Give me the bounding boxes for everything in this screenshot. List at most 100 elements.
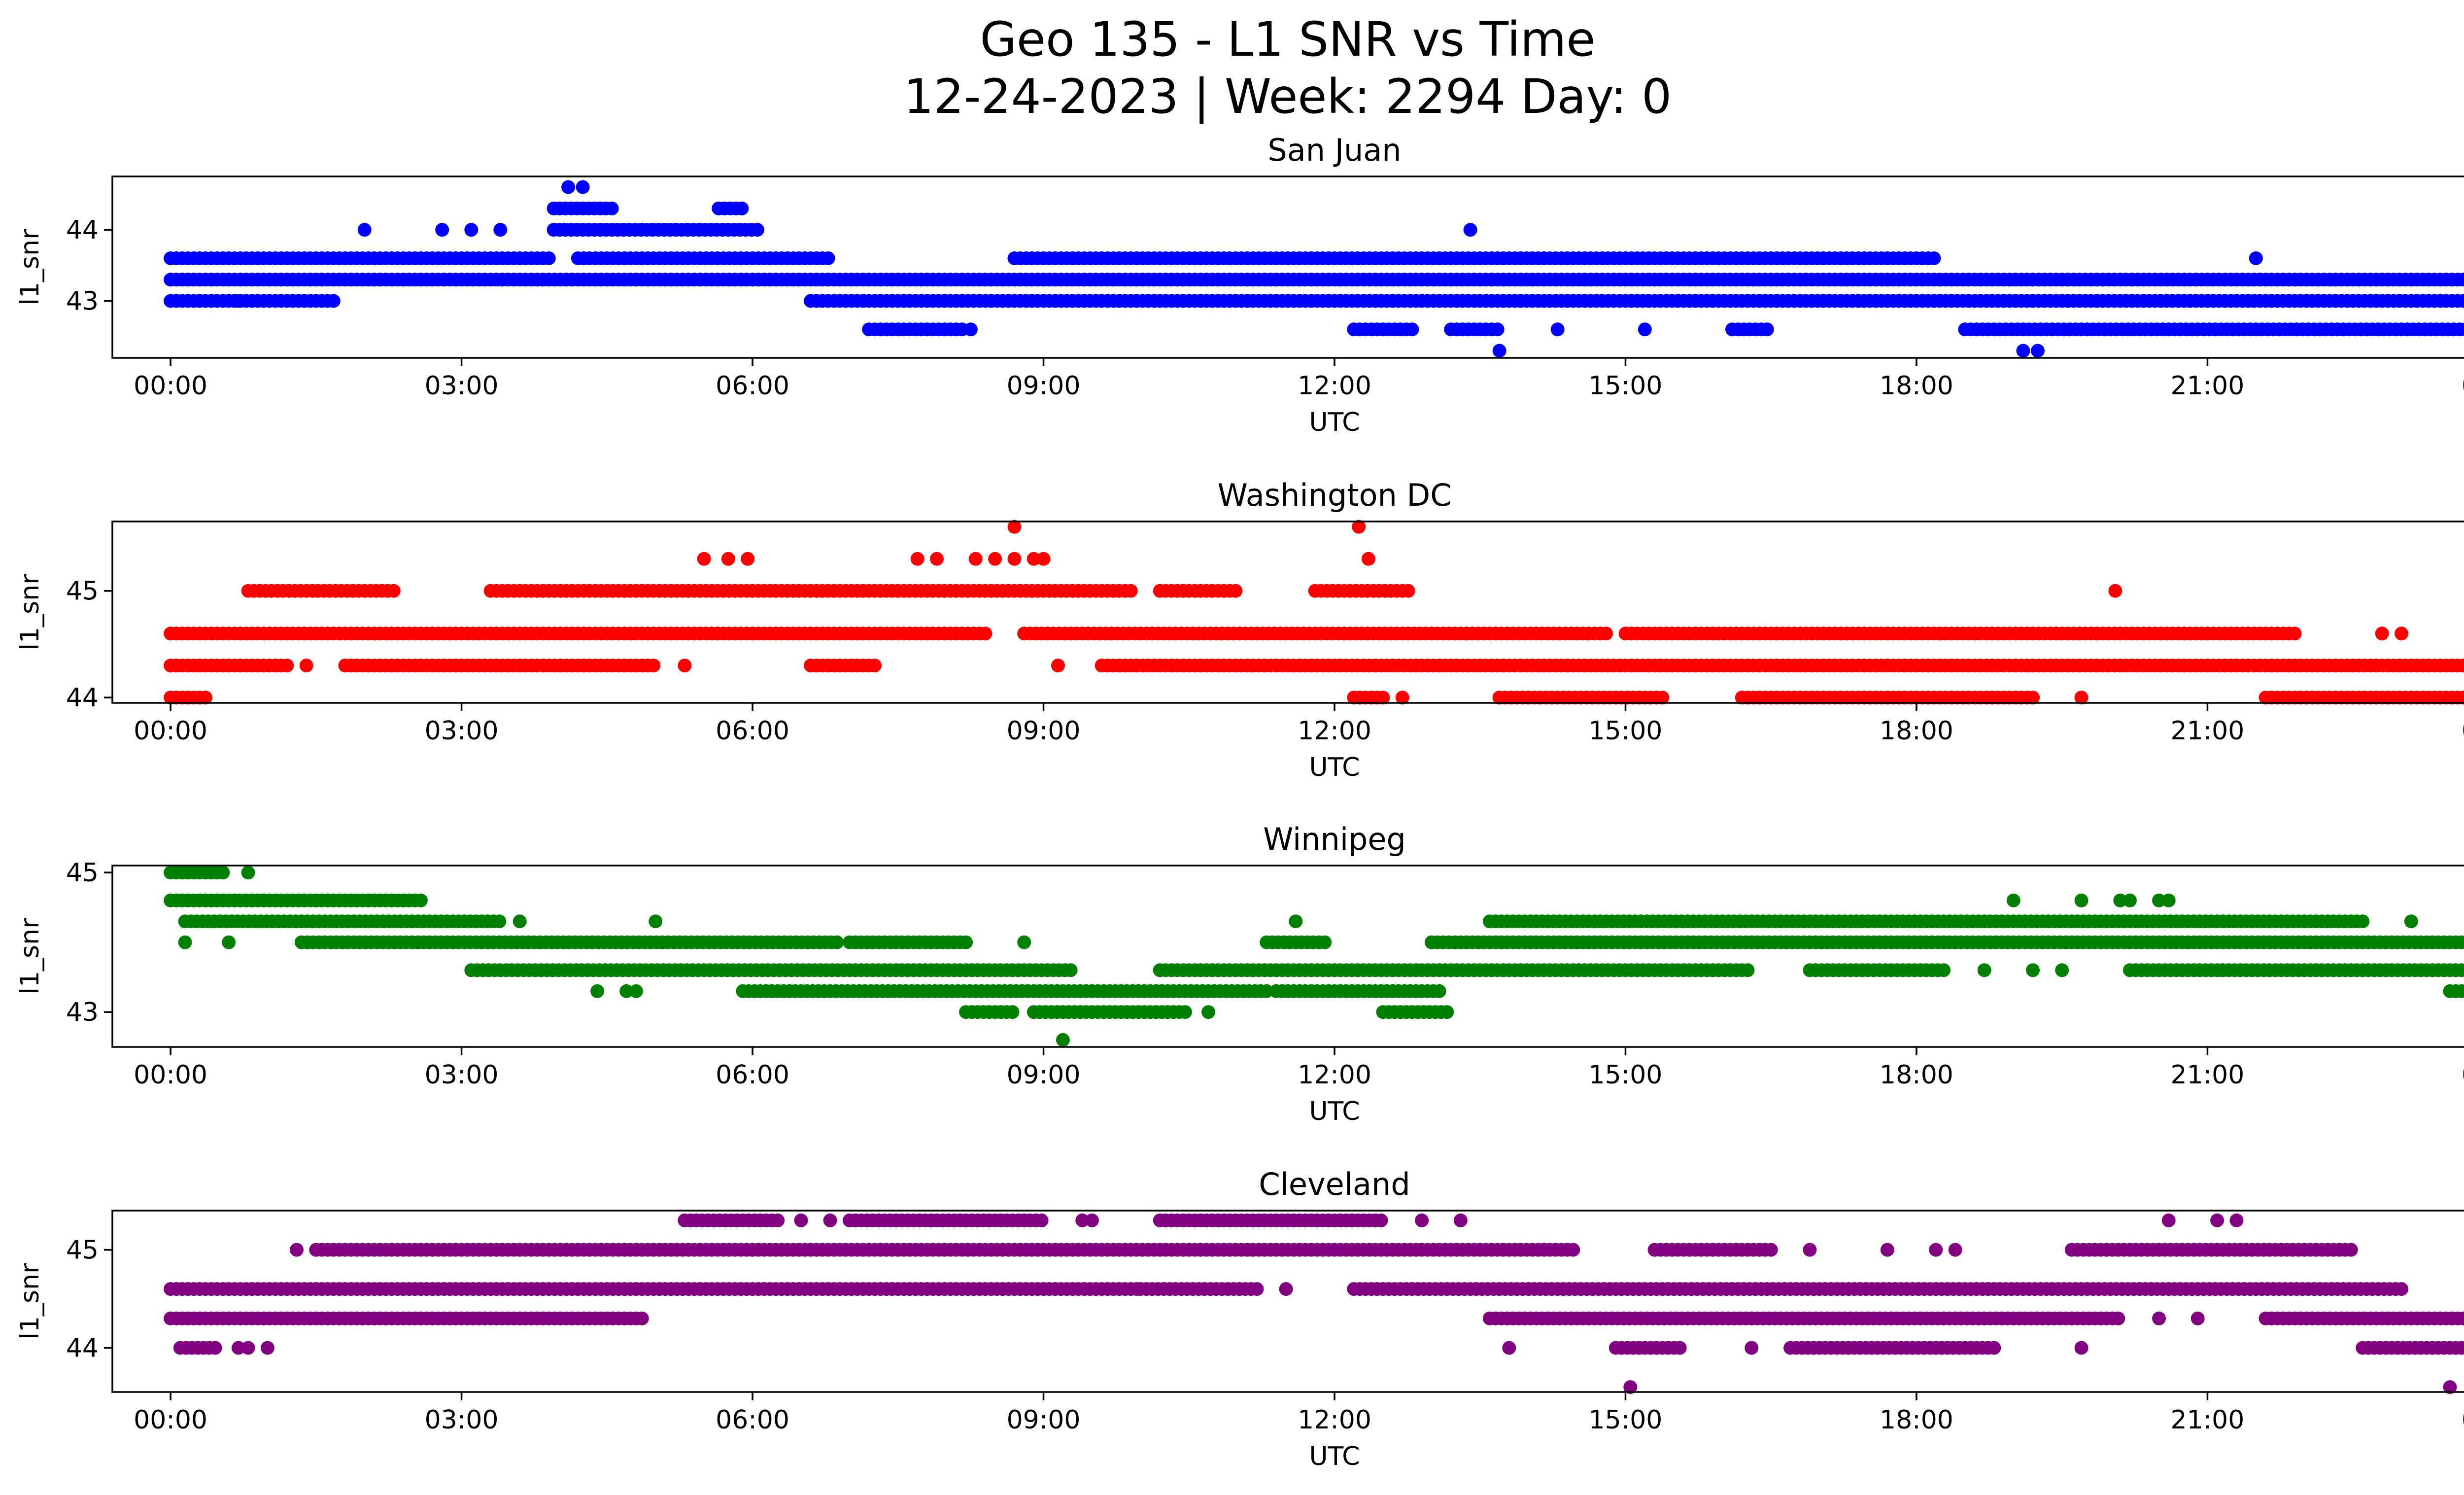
data-point — [2288, 626, 2302, 641]
data-point — [280, 659, 294, 673]
data-point — [2074, 893, 2088, 907]
x-tick-label: 00:00 — [134, 371, 207, 401]
data-point — [1051, 659, 1065, 673]
data-point — [326, 294, 341, 308]
data-point — [1063, 963, 1078, 977]
data-point — [647, 659, 661, 673]
data-point — [2161, 1213, 2176, 1227]
data-point — [910, 552, 924, 566]
data-point — [721, 552, 735, 566]
data-point — [2249, 251, 2263, 265]
data-point — [357, 223, 372, 237]
data-point — [2074, 691, 2088, 705]
data-point — [1178, 1005, 1192, 1019]
data-point — [1987, 1341, 2001, 1355]
data-point — [2457, 1311, 2464, 1325]
data-point — [1673, 1341, 1687, 1355]
data-point — [794, 1213, 808, 1227]
data-point — [2123, 893, 2137, 907]
data-point — [1201, 1005, 1216, 1019]
panel-san-juan: 00:00 03:00 06:00 09:00 12:00 15:00 18:00 21:00… — [15, 132, 2464, 437]
x-tick-label: 12:00 — [1298, 716, 1371, 746]
data-point — [821, 251, 835, 265]
data-point — [2457, 273, 2464, 287]
data-point — [216, 866, 230, 880]
data-point — [2356, 914, 2370, 929]
x-tick-label: 18:00 — [1880, 1060, 1953, 1090]
x-tick-label: 00:00 — [2462, 716, 2464, 746]
data-point — [1260, 984, 1274, 998]
x-tick-label: 06:00 — [716, 371, 789, 401]
data-point — [1036, 552, 1051, 566]
data-point — [968, 552, 983, 566]
data-point — [697, 552, 711, 566]
x-tick-label: 09:00 — [1007, 1405, 1081, 1435]
x-tick-label: 00:00 — [2462, 1405, 2464, 1435]
data-point — [208, 1341, 222, 1355]
y-tick-label: 43 — [66, 287, 99, 316]
y-tick-label: 45 — [66, 1236, 99, 1265]
data-point — [1075, 1213, 1090, 1227]
data-point — [590, 984, 605, 998]
data-point — [2006, 893, 2020, 907]
data-point — [178, 935, 192, 949]
data-point — [2462, 661, 2464, 670]
data-point — [2462, 296, 2464, 306]
data-point — [963, 322, 978, 337]
data-point — [1374, 1213, 1388, 1227]
y-tick-label: 45 — [66, 577, 99, 606]
data-point — [1124, 584, 1138, 598]
data-point — [2190, 1311, 2205, 1325]
data-point — [1017, 935, 1031, 949]
data-point — [1405, 322, 1419, 337]
x-tick-label: 03:00 — [425, 371, 499, 401]
data-point — [1250, 1282, 1264, 1296]
x-tick-label: 03:00 — [425, 716, 499, 746]
y-tick-label: 44 — [66, 683, 99, 713]
data-point — [492, 914, 507, 929]
data-point — [868, 659, 882, 673]
data-point — [750, 223, 764, 237]
data-point — [2462, 1314, 2464, 1323]
figure-title-line1: Geo 135 - L1 SNR vs Time — [980, 12, 1596, 67]
axes-frame — [111, 521, 2464, 704]
data-point — [2055, 963, 2069, 977]
data-point — [1492, 344, 1506, 358]
panel-title: Cleveland — [1259, 1166, 1410, 1202]
data-point — [1395, 691, 1409, 705]
data-point — [1440, 1005, 1454, 1019]
data-point — [649, 914, 663, 929]
x-tick-label: 15:00 — [1589, 1405, 1663, 1435]
y-tick-label: 44 — [66, 1333, 99, 1363]
x-tick-label: 09:00 — [1007, 716, 1081, 746]
data-point — [2457, 691, 2464, 705]
data-point — [1760, 322, 1774, 337]
data-point — [1463, 223, 1477, 237]
data-point — [1550, 322, 1565, 337]
data-point — [2344, 1243, 2358, 1257]
x-tick-label: 00:00 — [2462, 1060, 2464, 1090]
data-point — [1638, 322, 1652, 337]
data-point — [1599, 626, 1613, 641]
panel-washington-dc: 00:00 03:00 06:00 09:00 12:00 15:00 18:00 21:00… — [15, 477, 2464, 782]
data-point — [513, 914, 527, 929]
data-point — [2457, 659, 2464, 673]
data-point — [1453, 1213, 1468, 1227]
x-tick-label: 06:00 — [716, 716, 789, 746]
x-tick-label: 18:00 — [1880, 716, 1953, 746]
data-point — [1745, 1341, 1759, 1355]
data-point — [735, 201, 749, 215]
data-point — [1623, 1380, 1638, 1394]
panel-winnipeg: 00:00 03:00 06:00 09:00 12:00 15:00 18:00 21:00… — [15, 821, 2464, 1126]
x-tick-label: 03:00 — [425, 1060, 499, 1090]
data-point — [2026, 691, 2040, 705]
panel-cleveland: 00:00 03:00 06:00 09:00 12:00 15:00 18:00 21:00… — [15, 1166, 2464, 1471]
data-point — [2074, 1341, 2088, 1355]
data-point — [576, 180, 590, 194]
data-point — [1977, 963, 1991, 977]
data-point — [561, 180, 576, 194]
series-washington-dc — [164, 520, 2464, 705]
data-point — [1056, 1033, 1070, 1047]
x-tick-label: 06:00 — [716, 1060, 789, 1090]
y-axis-label: l1_snr — [15, 229, 45, 306]
